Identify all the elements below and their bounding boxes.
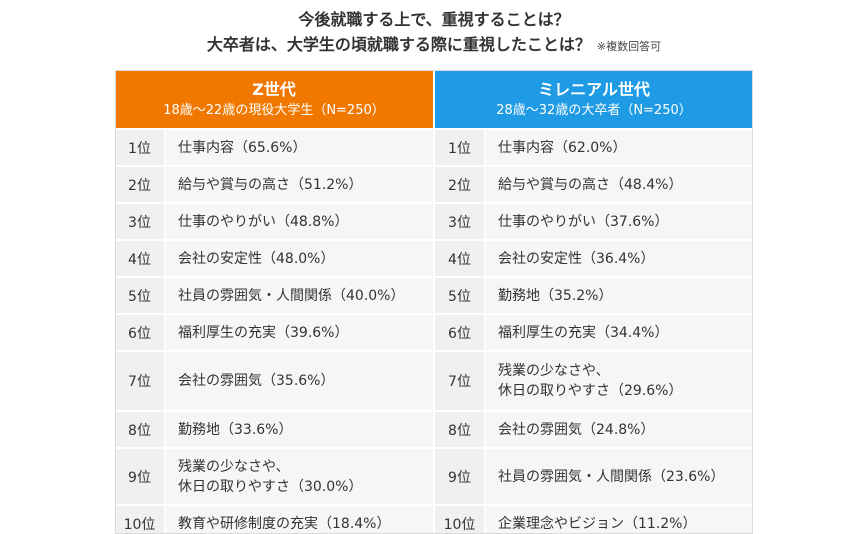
gen-z-item: 給与や賞与の高さ（51.2%） [164,167,433,202]
table-row: 2位 給与や賞与の高さ（51.2%） 2位 給与や賞与の高さ（48.4%） [115,165,753,202]
millennial-item: 仕事のやりがい（37.6%） [484,204,753,239]
rank-cell: 9位 [435,449,484,504]
rank-cell: 4位 [435,241,484,276]
rank-cell: 6位 [435,315,484,350]
millennial-item: 会社の安定性（36.4%） [484,241,753,276]
table-header: Z世代 18歳〜22歳の現役大学生（N=250） ミレニアル世代 28歳〜32歳… [115,71,753,128]
table-row: 7位 会社の雰囲気（35.6%） 7位 残業の少なさや、 休日の取りやすさ（29.6… [115,350,753,410]
title-line-1: 今後就職する上で、重視することは？ [298,10,570,29]
rank-cell: 9位 [115,449,164,504]
rank-cell: 3位 [435,204,484,239]
table-row: 1位 仕事内容（65.6%） 1位 仕事内容（62.0%） [115,128,753,165]
ranking-table: Z世代 18歳〜22歳の現役大学生（N=250） ミレニアル世代 28歳〜32歳… [115,70,753,534]
millennial-item: 福利厚生の充実（34.4%） [484,315,753,350]
rank-cell: 8位 [115,412,164,447]
table-row: 6位 福利厚生の充実（39.6%） 6位 福利厚生の充実（34.4%） [115,313,753,350]
rank-cell: 3位 [115,204,164,239]
millennial-item: 給与や賞与の高さ（48.4%） [484,167,753,202]
gen-z-item: 社員の雰囲気・人間関係（40.0%） [164,278,433,313]
table-row: 9位 残業の少なさや、 休日の取りやすさ（30.0%） 9位 社員の雰囲気・人間関係… [115,447,753,504]
rank-cell: 1位 [115,130,164,165]
gen-z-item: 福利厚生の充実（39.6%） [164,315,433,350]
rank-cell: 5位 [435,278,484,313]
gen-z-title: Z世代 [252,79,296,99]
rank-cell: 10位 [435,506,484,534]
rank-cell: 5位 [115,278,164,313]
millennial-item: 仕事内容（62.0%） [484,130,753,165]
table-row: 3位 仕事のやりがい（48.8%） 3位 仕事のやりがい（37.6%） [115,202,753,239]
rank-cell: 7位 [115,352,164,410]
millennial-title: ミレニアル世代 [538,79,650,99]
rank-cell: 2位 [435,167,484,202]
rank-cell: 7位 [435,352,484,410]
rank-cell: 8位 [435,412,484,447]
gen-z-item: 仕事内容（65.6%） [164,130,433,165]
table-row: 5位 社員の雰囲気・人間関係（40.0%） 5位 勤務地（35.2%） [115,276,753,313]
rank-cell: 1位 [435,130,484,165]
table-row: 10位 教育や研修制度の充実（18.4%） 10位 企業理念やビジョン（11.2%） [115,504,753,534]
millennial-header: ミレニアル世代 28歳〜32歳の大卒者（N=250） [433,71,753,128]
gen-z-item: 会社の雰囲気（35.6%） [164,352,433,410]
gen-z-item: 勤務地（33.6%） [164,412,433,447]
rank-cell: 4位 [115,241,164,276]
gen-z-header: Z世代 18歳〜22歳の現役大学生（N=250） [115,71,433,128]
millennial-item: 企業理念やビジョン（11.2%） [484,506,753,534]
millennial-item: 会社の雰囲気（24.8%） [484,412,753,447]
table-row: 4位 会社の安定性（48.0%） 4位 会社の安定性（36.4%） [115,239,753,276]
title-line-2: 大卒者は、大学生の頃就職する際に重視したことは？ ※複数回答可 [206,35,662,54]
millennial-item: 社員の雰囲気・人間関係（23.6%） [484,449,753,504]
millennial-item: 勤務地（35.2%） [484,278,753,313]
multiple-answer-note: ※複数回答可 [596,40,662,53]
gen-z-item: 教育や研修制度の充実（18.4%） [164,506,433,534]
millennial-subtitle: 28歳〜32歳の大卒者（N=250） [496,102,692,118]
rank-cell: 2位 [115,167,164,202]
rank-cell: 6位 [115,315,164,350]
table-row: 8位 勤務地（33.6%） 8位 会社の雰囲気（24.8%） [115,410,753,447]
millennial-item: 残業の少なさや、 休日の取りやすさ（29.6%） [484,352,753,410]
gen-z-subtitle: 18歳〜22歳の現役大学生（N=250） [163,102,385,118]
gen-z-item: 残業の少なさや、 休日の取りやすさ（30.0%） [164,449,433,504]
gen-z-item: 会社の安定性（48.0%） [164,241,433,276]
gen-z-item: 仕事のやりがい（48.8%） [164,204,433,239]
rank-cell: 10位 [115,506,164,534]
